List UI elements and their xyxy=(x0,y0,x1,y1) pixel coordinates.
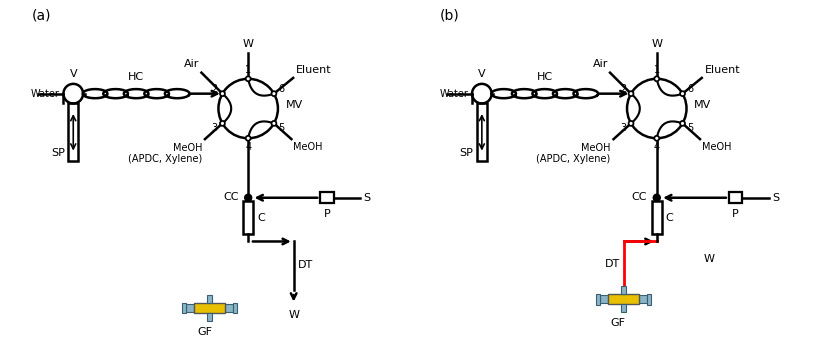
Text: 5: 5 xyxy=(278,123,285,133)
Text: MeOH
(APDC, Xylene): MeOH (APDC, Xylene) xyxy=(128,143,202,164)
Text: DT: DT xyxy=(298,260,313,270)
Bar xyxy=(651,201,662,235)
Text: C: C xyxy=(666,213,673,223)
Circle shape xyxy=(680,91,685,96)
Circle shape xyxy=(272,121,277,126)
Text: 6: 6 xyxy=(687,84,694,94)
Circle shape xyxy=(246,76,251,81)
Bar xyxy=(243,201,253,235)
Text: Air: Air xyxy=(593,59,608,69)
Bar xyxy=(600,295,608,303)
Bar xyxy=(647,294,651,305)
Text: V: V xyxy=(69,69,77,79)
Text: GF: GF xyxy=(610,318,626,328)
Bar xyxy=(596,294,600,305)
Bar xyxy=(608,294,639,304)
Text: DT: DT xyxy=(605,259,620,269)
Text: Air: Air xyxy=(184,59,199,69)
Text: Water: Water xyxy=(31,89,60,99)
Text: 1: 1 xyxy=(654,65,660,75)
Bar xyxy=(208,295,212,303)
Text: SP: SP xyxy=(460,148,474,158)
Circle shape xyxy=(220,121,225,126)
Text: S: S xyxy=(364,193,370,203)
Bar xyxy=(194,303,225,313)
Bar xyxy=(729,192,742,203)
Text: P: P xyxy=(323,209,330,219)
Text: V: V xyxy=(478,69,486,79)
Text: Eluent: Eluent xyxy=(296,65,331,75)
Text: MV: MV xyxy=(694,100,711,110)
Text: W: W xyxy=(243,39,254,49)
Text: MV: MV xyxy=(286,100,303,110)
Text: W: W xyxy=(288,310,300,320)
Bar xyxy=(182,303,186,313)
Circle shape xyxy=(654,76,659,81)
Bar xyxy=(234,303,237,313)
Text: 3: 3 xyxy=(212,123,218,133)
Circle shape xyxy=(680,121,685,126)
Bar xyxy=(225,304,234,312)
Text: CC: CC xyxy=(632,192,647,202)
Bar xyxy=(208,313,212,321)
Circle shape xyxy=(272,91,277,96)
Text: 3: 3 xyxy=(620,123,627,133)
Text: Eluent: Eluent xyxy=(705,65,740,75)
Circle shape xyxy=(654,194,660,201)
Text: W: W xyxy=(651,39,663,49)
Circle shape xyxy=(628,121,633,126)
Text: CC: CC xyxy=(223,192,239,202)
Bar xyxy=(639,295,647,303)
Bar xyxy=(477,104,487,161)
Circle shape xyxy=(654,136,659,141)
Text: Water: Water xyxy=(440,89,469,99)
Text: 2: 2 xyxy=(212,84,218,94)
Circle shape xyxy=(246,136,251,141)
Text: 5: 5 xyxy=(687,123,694,133)
Text: P: P xyxy=(732,209,739,219)
Text: GF: GF xyxy=(197,327,212,337)
Text: MeOH
(APDC, Xylene): MeOH (APDC, Xylene) xyxy=(536,143,610,164)
Text: 6: 6 xyxy=(278,84,285,94)
Bar xyxy=(320,192,334,203)
Text: 2: 2 xyxy=(620,84,627,94)
Text: MeOH: MeOH xyxy=(702,142,731,152)
Bar xyxy=(621,286,626,294)
Text: SP: SP xyxy=(51,148,65,158)
Circle shape xyxy=(628,91,633,96)
Circle shape xyxy=(220,91,225,96)
Text: MeOH: MeOH xyxy=(293,142,322,152)
Text: HC: HC xyxy=(128,72,144,82)
Text: W: W xyxy=(704,254,715,264)
Text: 4: 4 xyxy=(245,142,252,152)
Text: (a): (a) xyxy=(31,9,50,23)
Text: C: C xyxy=(257,213,265,223)
Text: HC: HC xyxy=(536,72,553,82)
Circle shape xyxy=(245,194,252,201)
Bar xyxy=(186,304,194,312)
Bar xyxy=(621,304,626,312)
Text: S: S xyxy=(772,193,779,203)
Text: 1: 1 xyxy=(245,65,252,75)
Text: 4: 4 xyxy=(654,142,660,152)
Text: (b): (b) xyxy=(440,9,460,23)
Bar xyxy=(68,104,78,161)
